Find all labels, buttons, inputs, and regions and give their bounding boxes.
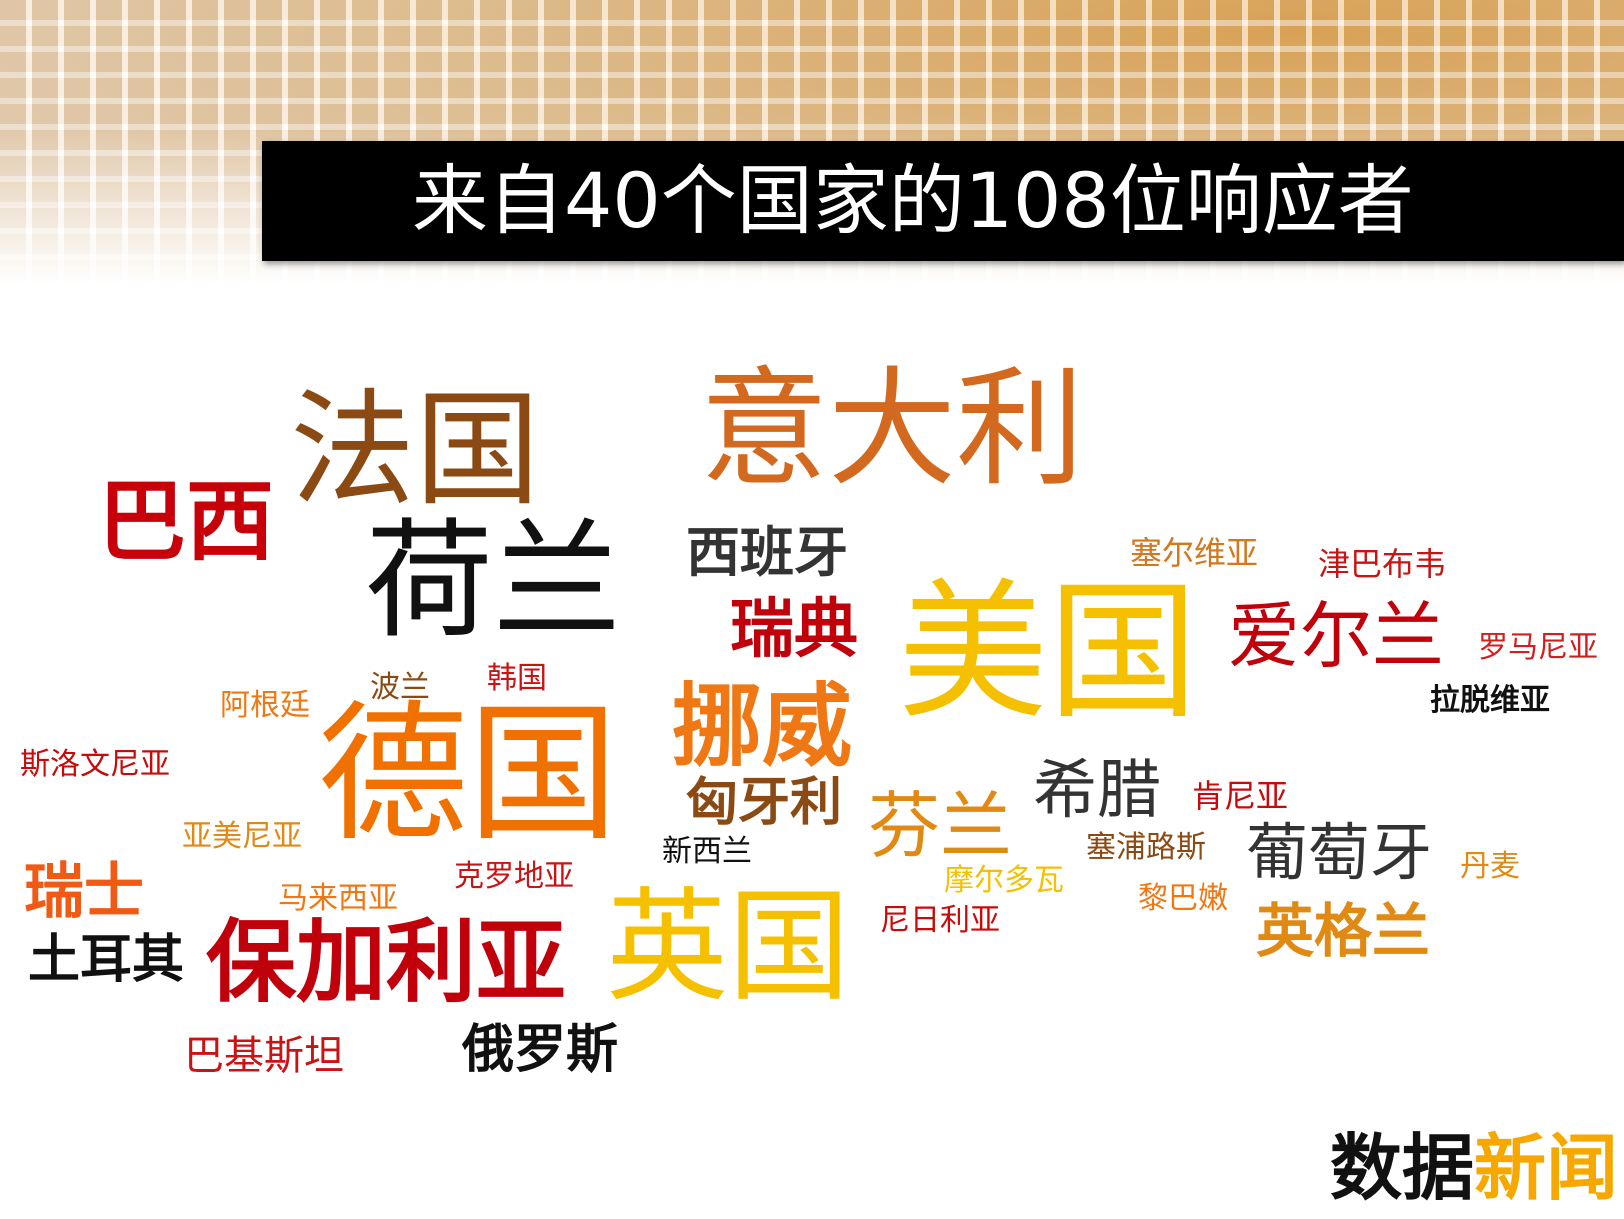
word-slovenia: 斯洛文尼亚 bbox=[20, 747, 170, 782]
word-moldova: 摩尔多瓦 bbox=[944, 863, 1064, 898]
brand-logo: 数据新闻 bbox=[1330, 1132, 1618, 1204]
word-romania: 罗马尼亚 bbox=[1478, 630, 1598, 665]
word-argentina: 阿根廷 bbox=[220, 688, 310, 723]
word-hungary: 匈牙利 bbox=[686, 773, 843, 833]
word-bulgaria: 保加利亚 bbox=[206, 910, 566, 1015]
word-malaysia: 马来西亚 bbox=[278, 881, 398, 916]
word-england: 英格兰 bbox=[1256, 897, 1431, 965]
brand-part-data: 数据 bbox=[1330, 1126, 1475, 1210]
word-finland: 芬兰 bbox=[868, 784, 1013, 868]
word-korea: 韩国 bbox=[487, 661, 547, 696]
word-pakistan: 巴基斯坦 bbox=[184, 1033, 344, 1079]
word-armenia: 亚美尼亚 bbox=[182, 819, 302, 854]
word-italy: 意大利 bbox=[700, 355, 1085, 504]
word-ireland: 爱尔兰 bbox=[1228, 594, 1445, 678]
page-title: 来自40个国家的108位响应者 bbox=[412, 156, 1414, 245]
word-brazil: 巴西 bbox=[98, 470, 275, 573]
title-bar: 来自40个国家的108位响应者 bbox=[262, 141, 1624, 261]
word-kenya: 肯尼亚 bbox=[1192, 777, 1289, 815]
word-cyprus: 塞浦路斯 bbox=[1086, 830, 1206, 865]
word-sweden: 瑞典 bbox=[730, 593, 858, 667]
word-uk: 英国 bbox=[606, 876, 850, 1018]
word-latvia: 拉脱维亚 bbox=[1430, 683, 1550, 718]
word-croatia: 克罗地亚 bbox=[454, 859, 574, 894]
word-greece: 希腊 bbox=[1033, 754, 1161, 828]
word-denmark: 丹麦 bbox=[1460, 849, 1520, 884]
word-usa: 美国 bbox=[898, 566, 1199, 740]
word-norway: 挪威 bbox=[672, 674, 852, 779]
word-zimbabwe: 津巴布韦 bbox=[1318, 545, 1447, 583]
word-poland: 波兰 bbox=[370, 670, 430, 705]
word-nigeria: 尼日利亚 bbox=[880, 903, 1000, 938]
brand-part-news: 新闻 bbox=[1474, 1126, 1619, 1210]
word-netherlands: 荷兰 bbox=[365, 507, 622, 656]
word-portugal: 葡萄牙 bbox=[1246, 816, 1433, 889]
word-lebanon: 黎巴嫩 bbox=[1138, 881, 1228, 916]
word-russia: 俄罗斯 bbox=[462, 1020, 619, 1080]
word-switzerland: 瑞士 bbox=[24, 857, 144, 927]
word-new-zealand: 新西兰 bbox=[662, 834, 752, 869]
word-germany: 德国 bbox=[318, 688, 619, 862]
word-turkey: 土耳其 bbox=[28, 930, 185, 990]
word-serbia: 塞尔维亚 bbox=[1130, 534, 1259, 572]
word-france: 法国 bbox=[290, 378, 540, 523]
word-spain: 西班牙 bbox=[686, 521, 848, 584]
